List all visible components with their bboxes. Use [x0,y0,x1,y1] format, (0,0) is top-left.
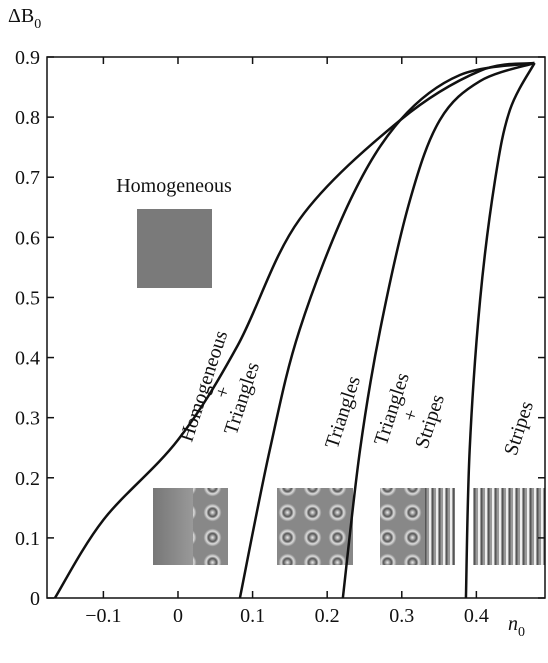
region-label-line: Stripes [500,398,538,458]
region-label: Triangles+Stripes [370,370,452,461]
y-tick-label: 0.9 [15,47,40,69]
y-axis-label: ΔB0 [8,5,41,32]
region-label: Triangles [321,373,365,451]
x-tick-label: 0.1 [240,605,265,627]
y-tick-label: 0.8 [15,107,40,129]
x-tick-label: 0 [173,605,183,627]
region-label: Stripes [500,398,538,458]
x-tick-label: 0.2 [315,605,340,627]
x-tick-label: −0.1 [85,605,121,627]
y-tick-label: 0.3 [15,408,40,430]
y-tick-label: 0.5 [15,287,40,309]
annotation: Homogeneous [116,175,232,197]
y-tick-label: 0 [30,588,40,610]
y-tick-label: 0.7 [15,167,40,189]
region-label: Homogeneous+Triangles [176,328,271,457]
chart: ΔB0 n0 Homogeneous −0.1 0 0.1 0.2 0.3 0.4 0 0.1… [0,0,548,658]
x-tick-label: 0.3 [389,605,414,627]
y-tick-label: 0.6 [15,227,40,249]
homogeneous-inset [137,209,212,288]
y-tick-label: 0.4 [15,348,40,370]
x-axis-label: n0 [508,613,525,640]
region-label-line: Triangles [321,373,365,451]
y-tick-label: 0.1 [15,528,40,550]
x-tick-label: 0.4 [464,605,489,627]
y-tick-label: 0.2 [15,468,40,490]
